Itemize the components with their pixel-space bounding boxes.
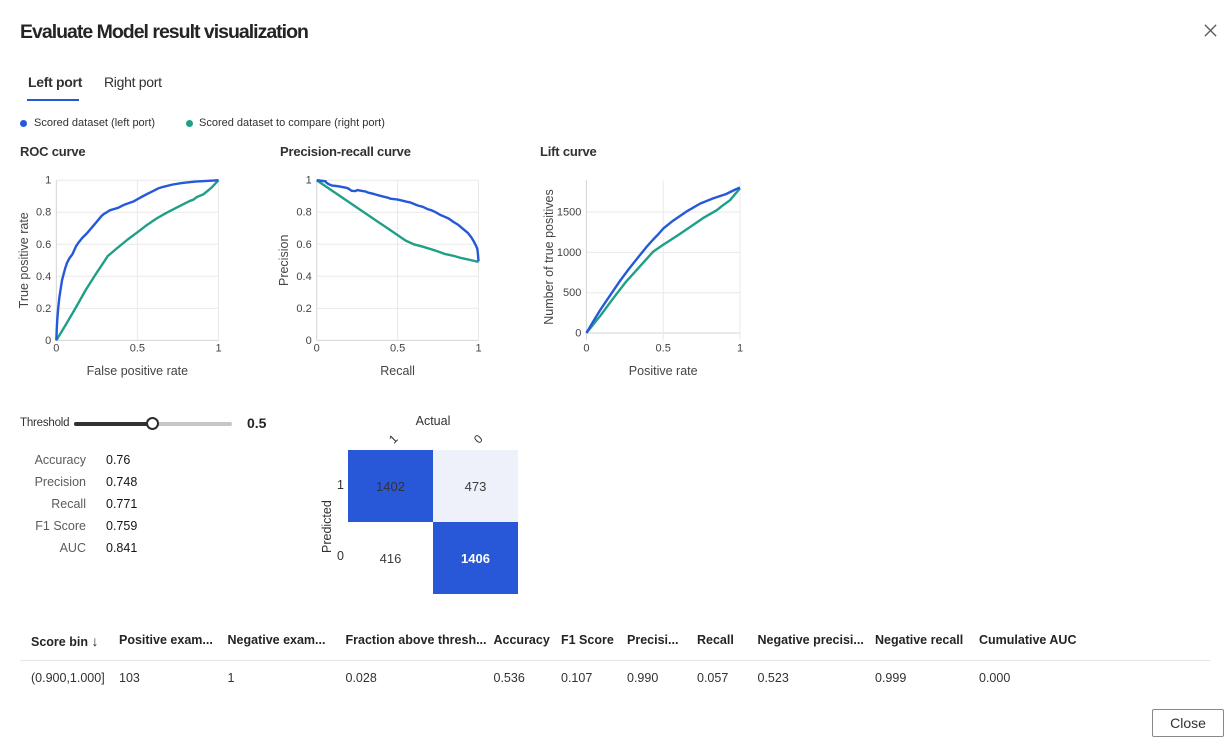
- svg-text:1: 1: [45, 175, 51, 187]
- svg-text:True positive rate: True positive rate: [17, 212, 31, 308]
- svg-text:False positive rate: False positive rate: [87, 364, 188, 378]
- svg-text:0.6: 0.6: [296, 239, 311, 251]
- svg-text:1: 1: [215, 343, 221, 355]
- svg-text:0.4: 0.4: [296, 271, 311, 283]
- svg-text:0: 0: [583, 343, 589, 355]
- svg-text:0: 0: [306, 335, 312, 347]
- svg-text:0: 0: [45, 335, 51, 347]
- svg-text:Positive rate: Positive rate: [629, 364, 698, 378]
- svg-text:Number of true positives: Number of true positives: [542, 189, 556, 324]
- svg-text:1000: 1000: [557, 247, 581, 259]
- svg-text:1: 1: [306, 175, 312, 187]
- svg-text:1: 1: [737, 343, 743, 355]
- svg-text:Recall: Recall: [380, 364, 415, 378]
- svg-text:0.5: 0.5: [390, 343, 405, 355]
- svg-text:0.5: 0.5: [656, 343, 671, 355]
- svg-text:0.6: 0.6: [36, 239, 51, 251]
- svg-text:0: 0: [53, 343, 59, 355]
- svg-text:Precision: Precision: [277, 235, 291, 286]
- svg-text:0.2: 0.2: [296, 303, 311, 315]
- svg-text:0.8: 0.8: [296, 207, 311, 219]
- svg-text:0.5: 0.5: [130, 343, 145, 355]
- svg-text:0: 0: [575, 328, 581, 340]
- svg-text:1500: 1500: [557, 207, 581, 219]
- svg-text:0: 0: [314, 343, 320, 355]
- svg-text:0.8: 0.8: [36, 207, 51, 219]
- svg-text:0.4: 0.4: [36, 271, 51, 283]
- svg-text:0.2: 0.2: [36, 303, 51, 315]
- svg-text:500: 500: [563, 287, 581, 299]
- svg-text:1: 1: [475, 343, 481, 355]
